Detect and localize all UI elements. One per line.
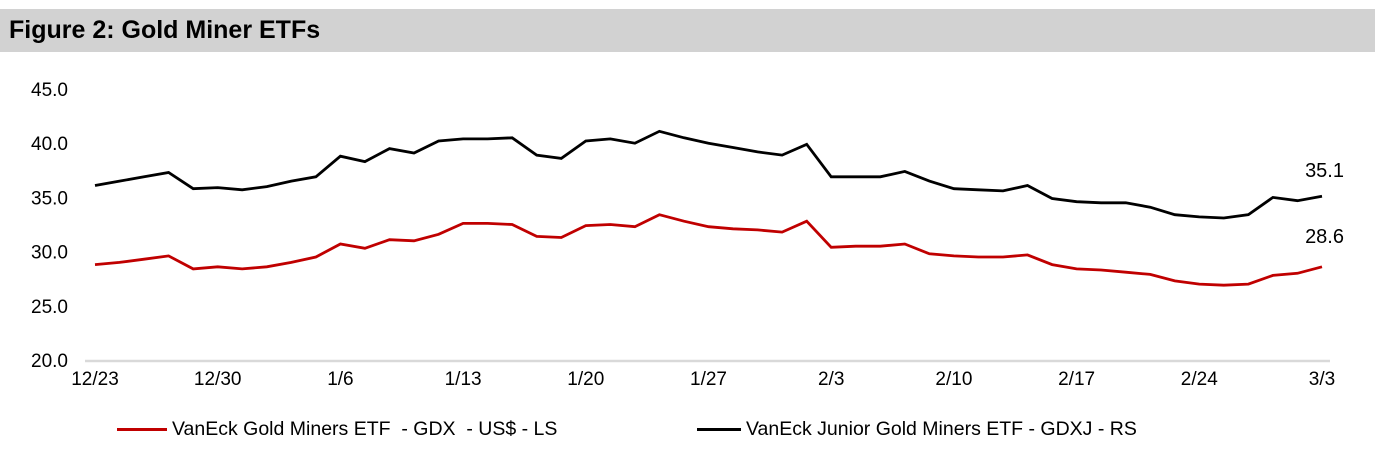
x-tick-label: 1/27 [690, 369, 727, 390]
x-tick-label: 1/20 [567, 369, 604, 390]
legend-label-gdx: VanEck Gold Miners ETF - GDX - US$ - LS [172, 417, 558, 440]
y-tick-label: 45.0 [31, 80, 68, 101]
gdxj-end-value-label: 35.1 [1305, 160, 1344, 182]
gdx-line [94, 213, 1323, 287]
x-tick-label: 2/24 [1181, 369, 1218, 390]
legend-item-gdxj: VanEck Junior Gold Miners ETF - GDXJ - R… [697, 417, 1137, 441]
legend-item-gdx: VanEck Gold Miners ETF - GDX - US$ - LS [117, 417, 557, 441]
gdxj-line [94, 129, 1323, 220]
gdx-end-value-label: 28.6 [1305, 226, 1344, 248]
gdx-line-swatch [117, 427, 167, 431]
x-tick-label: 2/3 [818, 369, 844, 390]
y-tick-label: 25.0 [31, 297, 68, 318]
y-tick-label: 40.0 [31, 134, 68, 155]
x-tick-label: 1/6 [327, 369, 353, 390]
gdxj-line-swatch [697, 427, 741, 431]
y-tick-label: 35.0 [31, 188, 68, 209]
x-tick-label: 12/30 [194, 369, 242, 390]
figure-title: Figure 2: Gold Miner ETFs [9, 16, 321, 44]
x-tick-label: 2/17 [1058, 369, 1095, 390]
y-tick-label: 20.0 [31, 351, 68, 372]
y-tick-label: 30.0 [31, 243, 68, 264]
x-tick-label: 1/13 [445, 369, 482, 390]
x-tick-label: 12/23 [71, 369, 119, 390]
x-tick-label: 2/10 [935, 369, 972, 390]
legend-label-gdxj: VanEck Junior Gold Miners ETF - GDXJ - R… [746, 417, 1137, 440]
figure-title-bar: Figure 2: Gold Miner ETFs [0, 9, 1375, 52]
x-tick-label: 3/3 [1309, 369, 1335, 390]
